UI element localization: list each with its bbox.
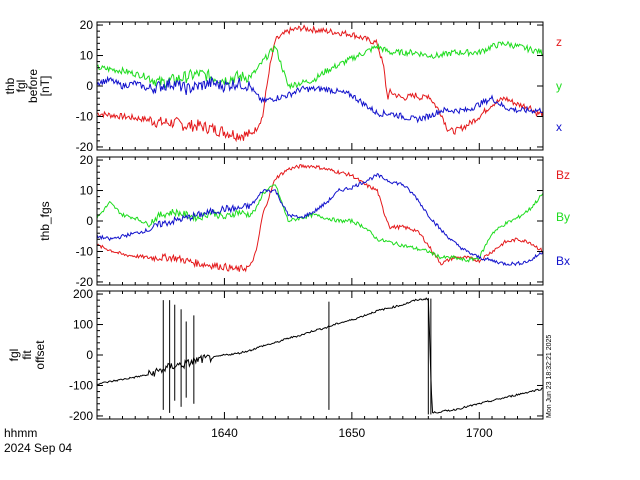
panel-3-yticks: -200 -100 0 100 200: [69, 287, 543, 423]
panel-1-yticks: -20 -10 0 10 20: [76, 18, 543, 154]
ytick-label: 10: [80, 184, 94, 198]
ytick-label: 10: [80, 49, 94, 63]
panel-3-ylabel-1: fgl: [7, 349, 21, 362]
panel-3-xticks: [109, 291, 531, 419]
panel-2-ylabel: thb_fgs: [38, 201, 52, 240]
legend-bz: Bz: [556, 168, 570, 182]
panel-2-data: [96, 163, 544, 273]
series-z: [96, 24, 544, 143]
series-x: [96, 75, 544, 124]
panel-1-ylabel-3: before: [26, 69, 40, 103]
ytick-label: 0: [86, 348, 93, 362]
panel-1: -20 -10 0 10 20 thb fgl before [nT] z y x: [3, 18, 562, 154]
panel-3: -200 -100 0 100 200 fgl fit offset Mon Jun 2…: [7, 287, 553, 423]
series-Bz: [96, 163, 544, 273]
ytick-label: -10: [76, 109, 94, 123]
legend-bx: Bx: [556, 254, 570, 268]
timestamp: Mon Jun 23 18:32:21 2025: [546, 335, 553, 418]
series-y: [96, 40, 544, 90]
ytick-label: -200: [69, 409, 93, 423]
series-offset: [96, 297, 544, 414]
ytick-label: 0: [86, 79, 93, 93]
xtick-label: 1700: [466, 426, 493, 440]
xtick-label: 1650: [339, 426, 366, 440]
ytick-label: 20: [80, 153, 94, 167]
panel-3-data: [96, 297, 544, 415]
panel-1-ylabel-1: thb: [3, 77, 17, 94]
ytick-label: 200: [73, 287, 93, 301]
ytick-label: -100: [69, 378, 93, 392]
legend-y: y: [556, 79, 562, 93]
panel-3-frame: [96, 290, 544, 420]
ytick-label: -20: [76, 140, 94, 154]
panel-1-xticks: [109, 22, 531, 150]
panel-2-frame: [96, 156, 544, 286]
xlabel-date: 2024 Sep 04: [4, 441, 72, 455]
series-By: [96, 184, 544, 263]
xtick-label: 1640: [211, 426, 238, 440]
ytick-label: -20: [76, 275, 94, 289]
panel-2: -20 -10 0 10 20 thb_fgs Bz By Bx: [38, 153, 570, 289]
ytick-label: -10: [76, 244, 94, 258]
x-axis-labels: 1640 1650 1700: [211, 426, 493, 440]
panel-2-yticks: -20 -10 0 10 20: [76, 153, 543, 289]
ytick-label: 0: [86, 214, 93, 228]
panel-2-xticks: [109, 157, 531, 285]
series-Bx: [96, 173, 544, 267]
panel-3-ylabel-3: offset: [33, 340, 47, 370]
panel-1-ylabel-2: fgl: [14, 80, 28, 93]
xlabel-hhmm: hhmm: [4, 426, 37, 440]
legend-z: z: [556, 35, 562, 49]
panel-3-ylabel-2: fit: [20, 350, 34, 360]
ytick-label: 20: [80, 18, 94, 32]
ytick-label: 100: [73, 318, 93, 332]
legend-x: x: [556, 120, 562, 134]
panel-1-data: [96, 24, 544, 143]
panel-1-ylabel-4: [nT]: [38, 76, 52, 97]
legend-by: By: [556, 210, 570, 224]
